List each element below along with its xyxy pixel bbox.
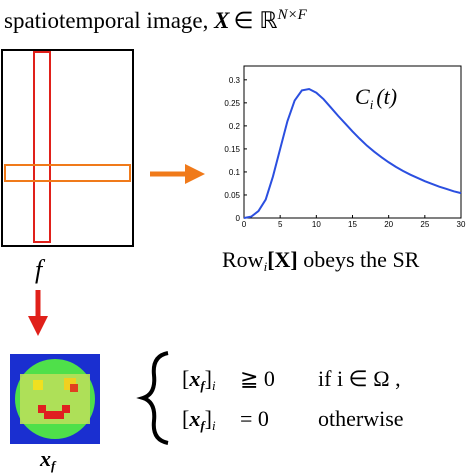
curve-label-base: C: [355, 84, 370, 109]
x-tick-label: 0: [242, 220, 247, 229]
title-text: spatiotemporal image,: [4, 8, 208, 33]
index: i: [212, 418, 216, 433]
constraints: [xf]i ≧ 0 if i ∈ Ω ,[xf]i = 0 otherwise: [182, 366, 404, 433]
condition: otherwise: [318, 406, 404, 431]
var: x: [188, 406, 200, 431]
y-tick-label: 0.3: [229, 76, 241, 85]
title-dims: N×F: [277, 7, 308, 23]
orange-arrow: [150, 164, 205, 184]
x-tick-label: 5: [278, 220, 283, 229]
var-sub: f: [200, 418, 206, 433]
row-index: i: [264, 259, 268, 274]
curve-label: Ci (t): [355, 84, 397, 112]
var: x: [188, 366, 200, 391]
row-rest: obeys the SR: [303, 247, 419, 272]
brace: [136, 351, 169, 445]
condition: if i ∈ Ω ,: [318, 366, 401, 391]
y-tick-label: 0.2: [229, 122, 241, 131]
relation: ≧ 0: [240, 366, 275, 391]
row-box: [4, 164, 131, 182]
column-box: [33, 51, 51, 243]
var-sub: f: [200, 378, 206, 393]
red-arrow: [28, 290, 48, 336]
image-label: xf: [39, 446, 57, 473]
plot-frame: [243, 65, 462, 219]
bracket: ]: [205, 366, 212, 391]
bracket: [: [182, 406, 189, 431]
x-tick-label: 25: [420, 220, 429, 229]
constraint: [xf]i: [182, 366, 216, 393]
bracket: [: [182, 366, 189, 391]
title: spatiotemporal image, X ∈ ℝN×F: [4, 7, 308, 33]
x-tick-label: 15: [348, 220, 357, 229]
f-label: f: [35, 255, 46, 284]
image-label-sub: f: [51, 458, 57, 473]
row-caption: Rowi[X] obeys the SR: [222, 247, 420, 274]
curve: [243, 87, 462, 219]
row-word: Row: [222, 247, 264, 272]
title-matrix: X: [213, 8, 230, 33]
pixel-image: [10, 354, 100, 444]
row-matrix: [X]: [267, 247, 298, 272]
relation: = 0: [240, 406, 269, 431]
y-tick-label: 0: [236, 214, 241, 223]
x-tick-label: 10: [312, 220, 321, 229]
x-tick-label: 20: [384, 220, 393, 229]
y-tick-label: 0.1: [229, 168, 241, 177]
y-tick-label: 0.25: [224, 99, 240, 108]
image-label-base: x: [39, 446, 51, 471]
x-tick-label: 30: [457, 220, 466, 229]
curve-label-sub: i: [370, 97, 374, 112]
y-tick-label: 0.05: [224, 191, 240, 200]
chart: 0 0.05 0.1 0.15 0.2 0.25 0.3 0 5 10 15 20 25 30: [224, 65, 466, 229]
curve-label-arg: (t): [376, 84, 397, 109]
index: i: [212, 378, 216, 393]
image-frame: [1, 49, 134, 247]
y-tick-label: 0.15: [224, 145, 240, 154]
title-member: ∈ ℝ: [233, 8, 277, 33]
constraint: [xf]i: [182, 406, 216, 433]
bracket: ]: [205, 406, 212, 431]
